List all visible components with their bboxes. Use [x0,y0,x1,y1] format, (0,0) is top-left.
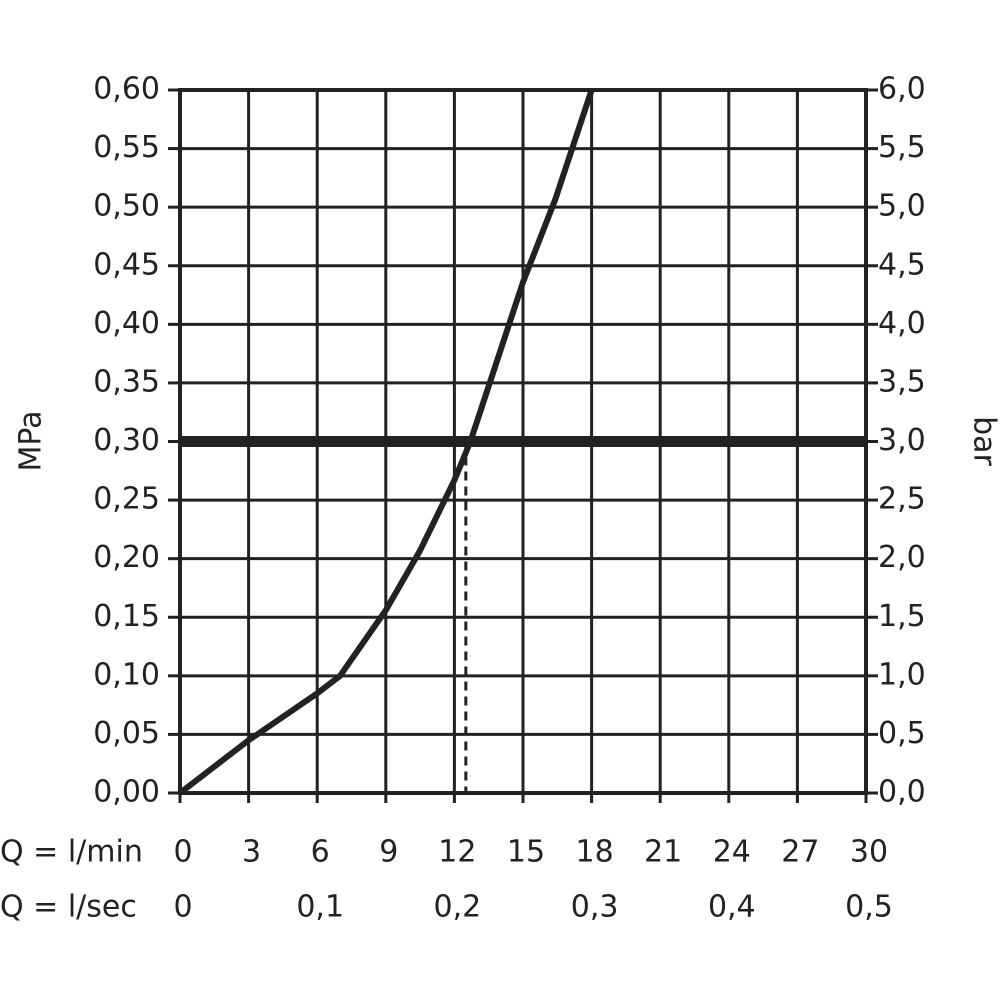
y-axis-label: MPa [14,410,49,471]
x2-tick-label: 0,3 [571,890,619,925]
y2-tick-label: 0,0 [878,775,926,810]
x-axis-label: Q = l/min [0,835,143,870]
y2-tick-label: 4,0 [878,306,926,341]
y-tick-label: 0,40 [93,306,160,341]
y-tick-label: 0,60 [93,72,160,107]
x-tick-label: 3 [242,835,261,870]
y-tick-label: 0,50 [93,189,160,224]
x2-tick-label: 0,2 [434,890,482,925]
y2-tick-label: 0,5 [878,716,926,751]
x-tick-label: 9 [379,835,398,870]
x2-tick-label: 0,1 [296,890,344,925]
x-tick-label: 0 [173,835,192,870]
y-tick-label: 0,15 [93,599,160,634]
y2-tick-label: 5,0 [878,189,926,224]
y2-tick-label: 6,0 [878,72,926,107]
y2-tick-label: 4,5 [878,247,926,282]
y2-tick-label: 3,0 [878,423,926,458]
y-tick-label: 0,00 [93,775,160,810]
y-tick-label: 0,30 [93,423,160,458]
y-tick-label: 0,35 [93,364,160,399]
y2-tick-label: 2,0 [878,540,926,575]
y2-tick-label: 5,5 [878,130,926,165]
x-tick-label: 15 [507,835,545,870]
y2-tick-label: 3,5 [878,364,926,399]
y-tick-label: 0,05 [93,716,160,751]
x-tick-label: 18 [576,835,614,870]
x-tick-label: 27 [781,835,819,870]
x2-tick-label: 0,5 [845,890,893,925]
x2-tick-label: 0,4 [708,890,756,925]
x-tick-label: 21 [644,835,682,870]
y2-tick-label: 2,5 [878,482,926,517]
y-tick-label: 0,25 [93,482,160,517]
x-tick-label: 12 [438,835,476,870]
x2-tick-label: 0 [173,890,192,925]
y2-tick-label: 1,5 [878,599,926,634]
x-tick-label: 30 [850,835,888,870]
y2-tick-label: 1,0 [878,657,926,692]
x-tick-label: 24 [713,835,751,870]
x-tick-label: 6 [311,835,330,870]
data-line [178,89,595,796]
y2-axis-label: bar [967,416,1000,466]
y-tick-label: 0,45 [93,247,160,282]
y-tick-label: 0,20 [93,540,160,575]
y-tick-label: 0,10 [93,657,160,692]
x2-axis-label: Q = l/sec [0,890,137,925]
y-tick-label: 0,55 [93,130,160,165]
